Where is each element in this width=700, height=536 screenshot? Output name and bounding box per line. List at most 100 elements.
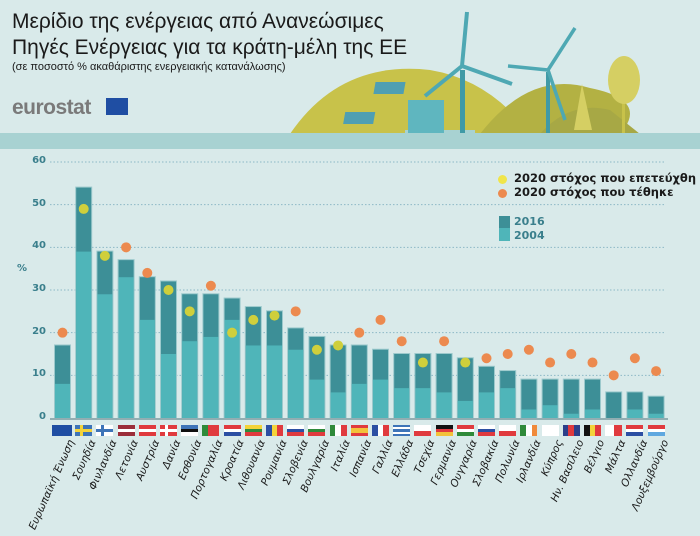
bar-2004	[118, 277, 134, 418]
flag-icon	[287, 425, 305, 436]
flag-icon	[414, 425, 432, 436]
y-tick-label: 0	[39, 411, 46, 422]
target-achieved-dot	[163, 285, 174, 295]
bar-2004	[373, 379, 388, 418]
flag-icon	[499, 425, 517, 436]
chart-title: Μερίδιο της ενέργειας από Ανανεώσιμες Πη…	[12, 10, 408, 59]
bar-2004	[161, 354, 176, 418]
target-set-dot	[439, 336, 450, 347]
header-divider-strip	[0, 133, 700, 149]
bar-2004	[55, 383, 70, 418]
legend-set-label: 2020 στόχος που τέθηκε	[514, 185, 674, 199]
flag-icon	[96, 425, 114, 436]
target-achieved-dot	[227, 327, 238, 338]
flag-icon	[647, 425, 665, 436]
bar-2004	[267, 345, 282, 418]
bar-2004	[203, 336, 219, 418]
flag-icon	[52, 425, 72, 436]
bar-2004	[415, 388, 431, 418]
bar-2004	[500, 388, 516, 418]
bar-2004	[139, 319, 155, 418]
target-set-dot	[523, 344, 534, 355]
bar-2004	[76, 251, 92, 418]
bar-2004	[224, 319, 240, 418]
bar-2004	[288, 349, 304, 418]
legend-2004-swatch	[499, 228, 510, 241]
bar-2016	[648, 396, 664, 418]
bar-2004	[563, 413, 579, 418]
legend-2016-label: 2016	[514, 215, 545, 228]
target-set-dot	[481, 353, 492, 364]
flag-icon	[605, 425, 623, 436]
bar-2016	[521, 379, 537, 418]
target-set-dot	[290, 306, 301, 317]
chart-subtitle: (σε ποσοστό % ακαθάριστης ενεργειακής κα…	[12, 61, 286, 73]
flag-icon	[181, 425, 199, 436]
legend-set-dot	[498, 189, 507, 198]
bar-2004	[479, 392, 494, 418]
y-tick-label: 40	[32, 240, 46, 252]
eu-flag-icon	[106, 98, 128, 115]
bar-2004	[97, 294, 113, 418]
target-achieved-dot	[311, 344, 322, 355]
target-set-dot	[121, 242, 132, 253]
target-achieved-dot	[78, 203, 89, 214]
target-set-dot	[545, 357, 556, 368]
bar-2004	[627, 409, 643, 418]
flag-icon	[308, 425, 326, 436]
target-set-dot	[354, 327, 365, 338]
eurostat-logo: eurostat	[12, 96, 91, 119]
target-achieved-dot	[184, 306, 195, 317]
flag-icon	[520, 425, 538, 436]
bar-2004	[182, 341, 198, 418]
y-axis-unit: %	[17, 263, 28, 274]
flag-icon	[562, 425, 580, 436]
legend-2004-label: 2004	[514, 229, 545, 242]
flag-icon	[372, 425, 389, 436]
bar-2004	[542, 405, 558, 418]
bar-2016	[563, 379, 579, 418]
flag-icon	[478, 425, 495, 436]
target-set-dot	[502, 349, 513, 359]
target-achieved-dot	[248, 314, 259, 325]
target-set-dot	[587, 357, 598, 368]
flag-icon	[393, 425, 411, 436]
target-set-dot	[57, 327, 68, 338]
target-set-dot	[396, 336, 407, 347]
flag-icon	[160, 425, 177, 436]
target-achieved-dot	[333, 340, 344, 351]
flag-icon	[223, 425, 241, 436]
y-tick-label: 10	[32, 368, 46, 380]
flag-icon	[350, 425, 368, 436]
bar-2004	[436, 392, 452, 418]
bar-2004	[351, 383, 367, 418]
flag-icon	[266, 425, 283, 436]
bar-2016	[585, 379, 600, 418]
target-set-dot	[608, 370, 619, 381]
flag-icon	[456, 425, 474, 436]
bar-2004	[245, 345, 261, 418]
bar-2004	[457, 400, 473, 418]
bar-2016	[606, 392, 622, 418]
legend-achieved-label: 2020 στόχος που επετεύχθη	[514, 171, 697, 185]
legend-achieved-dot	[498, 175, 507, 184]
y-tick-label: 60	[32, 155, 46, 166]
target-set-dot	[629, 353, 640, 364]
target-achieved-dot	[417, 357, 428, 368]
legend-2016-swatch	[499, 216, 510, 228]
flag-icon	[138, 425, 156, 436]
flag-icon	[584, 425, 601, 436]
renewable-energy-illustration	[290, 11, 640, 134]
bar-2004	[648, 413, 664, 418]
target-achieved-dot	[269, 310, 280, 321]
flag-icon	[435, 425, 453, 436]
target-set-dot	[651, 366, 662, 377]
bar-2004	[394, 388, 410, 418]
target-set-dot	[142, 267, 153, 278]
flag-icon	[244, 425, 262, 436]
y-tick-label: 20	[32, 325, 46, 337]
y-tick-label: 30	[32, 283, 46, 294]
target-set-dot	[375, 314, 386, 325]
bar-2004	[309, 379, 325, 418]
